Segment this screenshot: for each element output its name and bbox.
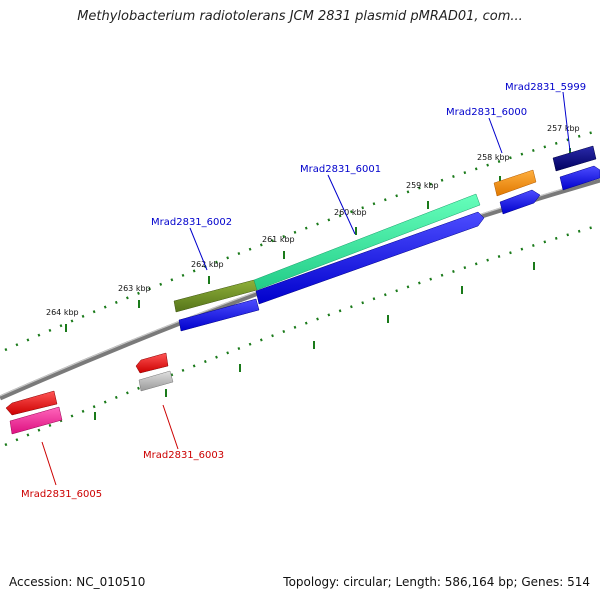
scale-label-261: 261 kbp [262, 235, 295, 244]
outer-ruler-track [4, 128, 600, 352]
gene-label-mrad2831-6000[interactable]: Mrad2831_6000 [446, 107, 527, 118]
topology-text: Topology: circular; Length: 586,164 bp; … [283, 575, 590, 589]
accession-text: Accession: NC_010510 [9, 575, 146, 589]
scale-label-260: 260 kbp [334, 208, 367, 217]
feature-navy[interactable] [552, 145, 597, 172]
cds-mrad2831-5999[interactable] [559, 165, 600, 191]
inner-major-ticks [94, 262, 535, 420]
cds-mrad2831-6005[interactable] [5, 390, 58, 416]
gene-label-mrad2831-6005[interactable]: Mrad2831_6005 [21, 489, 102, 500]
scale-label-259: 259 kbp [406, 181, 439, 190]
gene-label-mrad2831-6001[interactable]: Mrad2831_6001 [300, 164, 381, 175]
scale-label-262: 262 kbp [191, 260, 224, 269]
feature-orange[interactable] [493, 169, 537, 197]
feature-pink[interactable] [9, 406, 63, 435]
cds-mrad2831-6003[interactable] [135, 352, 169, 374]
cds-mrad2831-6002[interactable] [178, 298, 260, 332]
outer-major-ticks [65, 148, 571, 332]
scale-label-264: 264 kbp [46, 308, 79, 317]
gene-label-mrad2831-6002[interactable]: Mrad2831_6002 [151, 217, 232, 228]
scale-label-263: 263 kbp [118, 284, 151, 293]
cds-mrad2831-6001[interactable] [255, 211, 485, 305]
scale-label-258: 258 kbp [477, 153, 510, 162]
cds-mrad2831-6000[interactable] [499, 189, 541, 215]
map-title: Methylobacterium radiotolerans JCM 2831 … [77, 9, 523, 24]
scale-label-257: 257 kbp [547, 124, 580, 133]
gene-label-mrad2831-5999[interactable]: Mrad2831_5999 [505, 82, 586, 93]
feature-grey[interactable] [138, 370, 174, 392]
gene-label-mrad2831-6003[interactable]: Mrad2831_6003 [143, 450, 224, 461]
feature-aqua[interactable] [253, 193, 481, 291]
leader-lines [41, 91, 571, 486]
